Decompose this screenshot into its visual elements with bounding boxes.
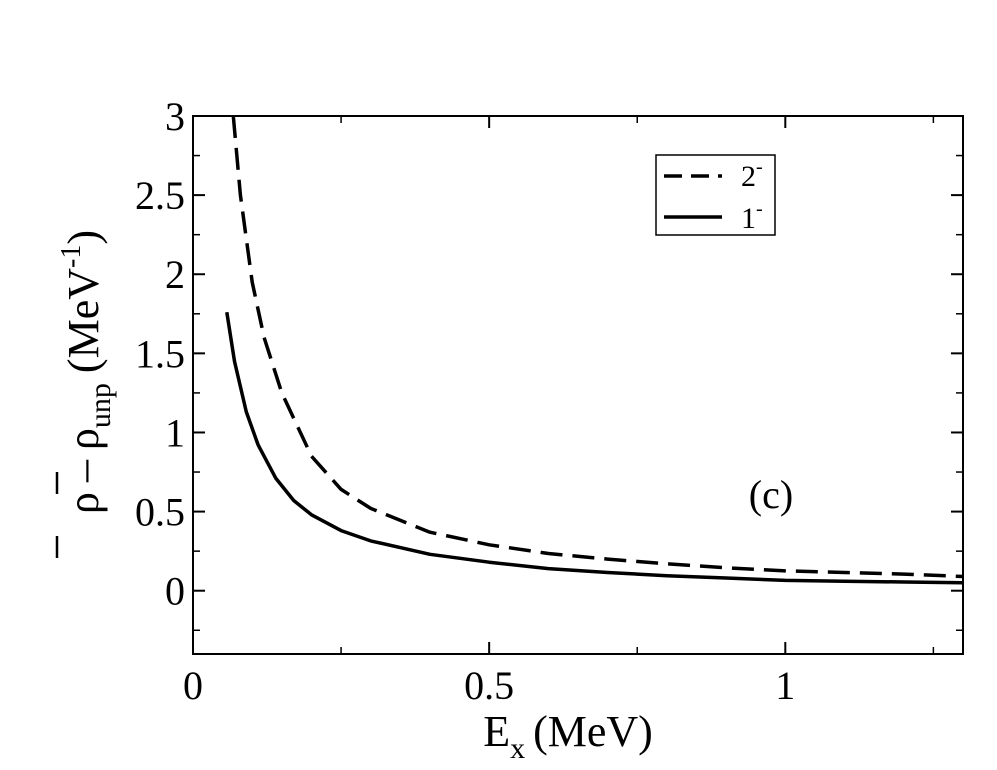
y-axis-title-unit-close: ) [59, 230, 108, 245]
legend-label-2: 2- [741, 156, 763, 193]
y-axis-title-unit: (MeV [59, 268, 108, 373]
y-tick-label-2: 1 [165, 410, 185, 455]
y-tick-label-5: 2.5 [135, 173, 185, 218]
y-axis-title-rho: ρ [59, 492, 108, 514]
x-axis-title-sub: x [510, 732, 525, 765]
svg-text:ρ–ρunp(MeV-1): ρ–ρunp(MeV-1) [56, 230, 117, 514]
x-axis-title: Ex (MeV) [483, 707, 653, 765]
x-axis-title-unit: (MeV) [533, 707, 653, 756]
panel-label: (c) [749, 472, 793, 517]
y-tick-label-0: 0 [165, 569, 185, 614]
series-lines [225, 115, 964, 585]
y-axis-title-unit-sup: -1 [56, 245, 87, 268]
y-axis-title-minus: – [59, 459, 108, 483]
legend-label-2-name: 2 [741, 160, 756, 193]
y-tick-label-6: 3 [165, 94, 185, 139]
y-axis-title-rho-2: ρ [59, 428, 108, 450]
x-tick-label-0: 0 [183, 663, 203, 708]
legend-label-2-sup: - [756, 156, 763, 178]
x-axis-title-main: E [483, 707, 510, 756]
x-tick-label-1: 0.5 [464, 663, 514, 708]
y-axis-title-sub: unp [84, 383, 117, 428]
legend: 2- 1- [655, 154, 776, 236]
y-tick-label-3: 1.5 [135, 331, 185, 376]
legend-label-1-sup: - [756, 198, 763, 220]
y-tick-label-4: 2 [165, 252, 185, 297]
plot-frame [192, 115, 964, 655]
legend-label-1-name: 1 [741, 202, 756, 235]
series-line-2 [231, 115, 964, 579]
legend-box [655, 154, 776, 236]
series-line-1 [225, 311, 964, 585]
x-tick-label-2: 1 [775, 663, 795, 708]
tick-labels: 0 0.5 1 0 0.5 1 1.5 2 2.5 3 [135, 94, 795, 708]
legend-label-1: 1- [741, 198, 763, 235]
y-axis-title: ρ–ρunp(MeV-1) [55, 230, 117, 558]
y-tick-label-1: 0.5 [135, 490, 185, 535]
